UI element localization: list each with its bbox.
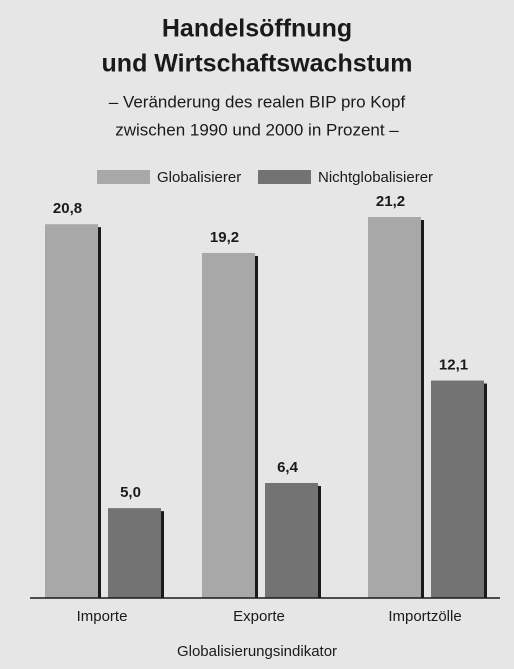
chart-subtitle: zwischen 1990 und 2000 in Prozent – bbox=[115, 120, 399, 139]
legend-label: Globalisierer bbox=[157, 169, 241, 186]
value-label: 21,2 bbox=[376, 193, 405, 210]
chart-subtitle: – Veränderung des realen BIP pro Kopf bbox=[109, 92, 406, 111]
value-label: 6,4 bbox=[277, 459, 299, 476]
chart-title: und Wirtschaftswachstum bbox=[102, 50, 413, 78]
x-tick-label: Exporte bbox=[233, 608, 285, 625]
bar bbox=[265, 482, 318, 598]
value-label: 19,2 bbox=[210, 229, 239, 246]
bar bbox=[368, 217, 421, 598]
bar bbox=[202, 252, 255, 598]
value-label: 12,1 bbox=[439, 357, 468, 374]
bar bbox=[431, 380, 484, 598]
legend-swatch bbox=[97, 170, 150, 184]
x-tick-label: Importe bbox=[77, 608, 128, 625]
legend-label: Nichtglobalisierer bbox=[318, 169, 433, 186]
chart-title: Handelsöffnung bbox=[162, 15, 352, 43]
x-tick-label: Importzölle bbox=[388, 608, 461, 625]
value-label: 5,0 bbox=[120, 484, 141, 501]
legend-swatch bbox=[258, 170, 311, 184]
value-label: 20,8 bbox=[53, 200, 82, 217]
bar bbox=[108, 508, 161, 598]
x-axis-label: Globalisierungsindikator bbox=[177, 643, 337, 660]
bar bbox=[45, 224, 98, 599]
